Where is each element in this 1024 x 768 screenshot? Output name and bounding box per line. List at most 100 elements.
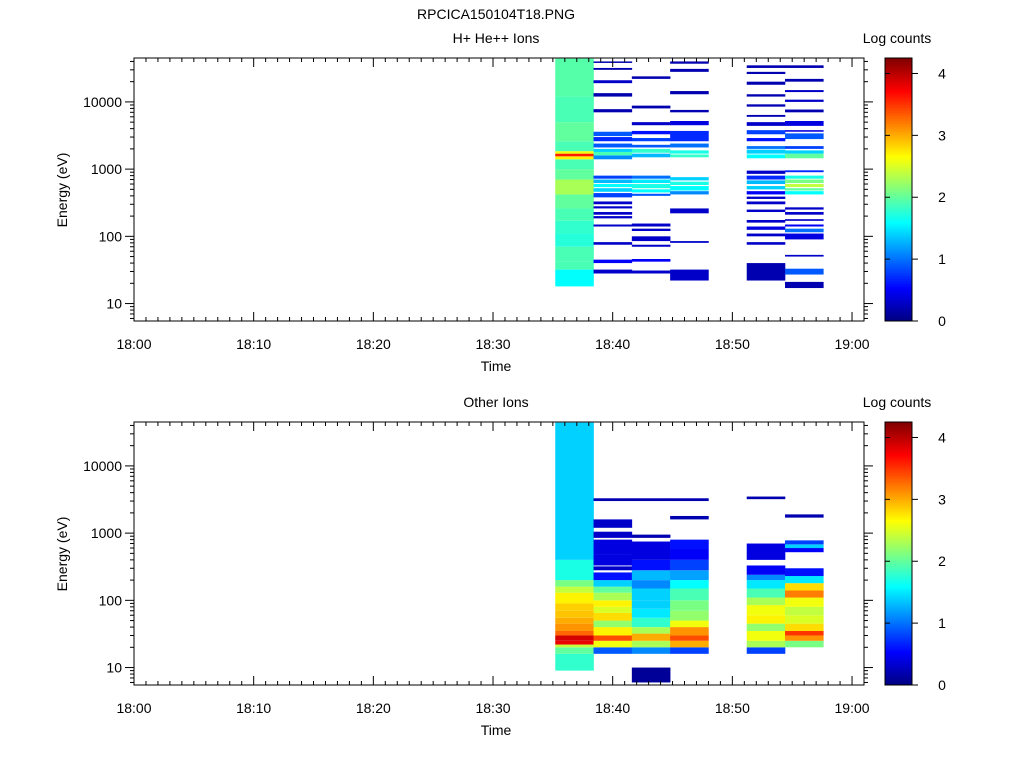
colorbar-swatch [885,62,912,65]
heatmap-cell [593,80,633,84]
colorbar-swatch [885,302,912,306]
colorbar-swatch [885,583,912,587]
heatmap-cell [631,600,671,609]
colorbar-swatch [885,217,912,221]
heatmap-cell [746,94,786,97]
colorbar-swatch [885,608,912,611]
heatmap-cell [593,635,633,641]
heatmap-cell [631,259,671,262]
colorbar-swatch [885,96,912,99]
colorbar-swatch [885,604,912,607]
colorbar-swatch [885,506,912,510]
heatmap-cell [785,540,824,545]
colorbar-swatch [885,618,912,621]
heatmap-cell [593,554,633,566]
colorbar-swatch [885,120,912,124]
x-tick-label: 18:40 [595,336,630,352]
x-tick-label: 19:00 [835,336,870,352]
heatmap-cell [785,130,824,132]
colorbar-swatch [885,282,912,285]
colorbar-swatch [885,430,912,433]
colorbar-swatch [885,470,912,473]
colorbar-swatch [885,581,912,585]
heatmap-cell [593,224,633,227]
heatmap-cell [746,175,786,180]
heatmap-cell [746,242,786,245]
heatmap-cell [631,138,671,142]
heatmap-cell [593,155,633,160]
heatmap-cell [785,281,824,289]
colorbar-swatch [885,92,912,95]
heatmap-cell [785,590,824,598]
heatmap-cell [631,270,671,274]
x-tick-label: 18:00 [116,700,151,716]
colorbar-swatch [885,262,912,265]
heatmap-cell [631,640,671,648]
heatmap-cell [631,534,671,538]
colorbar-swatch [885,240,912,243]
heatmap-cell [555,179,594,195]
colorbar-swatch [885,236,912,239]
heatmap-cell [593,566,633,571]
colorbar-swatch [885,102,912,105]
heatmap-cell [555,422,594,560]
colorbar-swatch [885,664,912,668]
colorbar-swatch [885,541,912,544]
colorbar-swatch [885,124,912,128]
heatmap-cell [746,186,786,190]
heatmap-cell [631,647,671,654]
colorbar-swatch [885,555,912,558]
colorbar-tick-label: 2 [938,189,946,205]
colorbar-swatch [885,450,912,453]
colorbar-swatch [885,199,912,203]
heatmap-cell [670,191,709,195]
colorbar-swatch [885,110,912,114]
colorbar-swatch [885,175,912,178]
colorbar-swatch [885,630,912,633]
colorbar-swatch [885,600,912,603]
heatmap-cell [785,606,824,616]
heatmap-cell [631,228,671,232]
colorbar-swatch [885,674,912,678]
heatmap-cell [555,153,594,157]
heatmap-cell [746,605,786,616]
heatmap-cell [593,93,633,97]
colorbar-swatch [885,545,912,548]
heatmap-cell [746,233,786,237]
colorbar-swatch [885,181,912,184]
colorbar-swatch [885,292,912,296]
colorbar-swatch [885,591,912,595]
heatmap-cell [670,241,709,243]
heatmap-cell [785,65,824,68]
heatmap-cell [746,574,786,581]
heatmap-cell [593,586,633,593]
colorbar-swatch [885,238,912,241]
colorbar-swatch [885,466,912,469]
colorbar-swatch [885,153,912,156]
heatmap-cell [746,588,786,598]
heatmap-cell [593,531,633,538]
colorbar-swatch [885,525,912,528]
heatmap-cell [631,189,671,193]
colorbar-swatch [885,478,912,482]
y-tick-label: 10 [106,660,122,676]
colorbar-swatch [885,234,912,237]
colorbar-swatch [885,223,912,227]
colorbar-swatch [885,652,912,656]
colorbar-swatch [885,494,912,498]
colorbar-swatch [885,462,912,465]
heatmap-cell [555,635,594,641]
heatmap-cell [746,209,786,213]
colorbar-swatch [885,569,912,573]
colorbar-swatch [885,112,912,116]
heatmap-cell [670,549,709,560]
heatmap-cell [785,514,824,518]
colorbar-swatch [885,211,912,215]
colorbar-swatch [885,221,912,225]
heatmap-cell [670,186,709,191]
colorbar-swatch [885,215,912,219]
colorbar-swatch [885,644,912,647]
heatmap-cell [746,630,786,641]
colorbar-swatch [885,274,912,277]
